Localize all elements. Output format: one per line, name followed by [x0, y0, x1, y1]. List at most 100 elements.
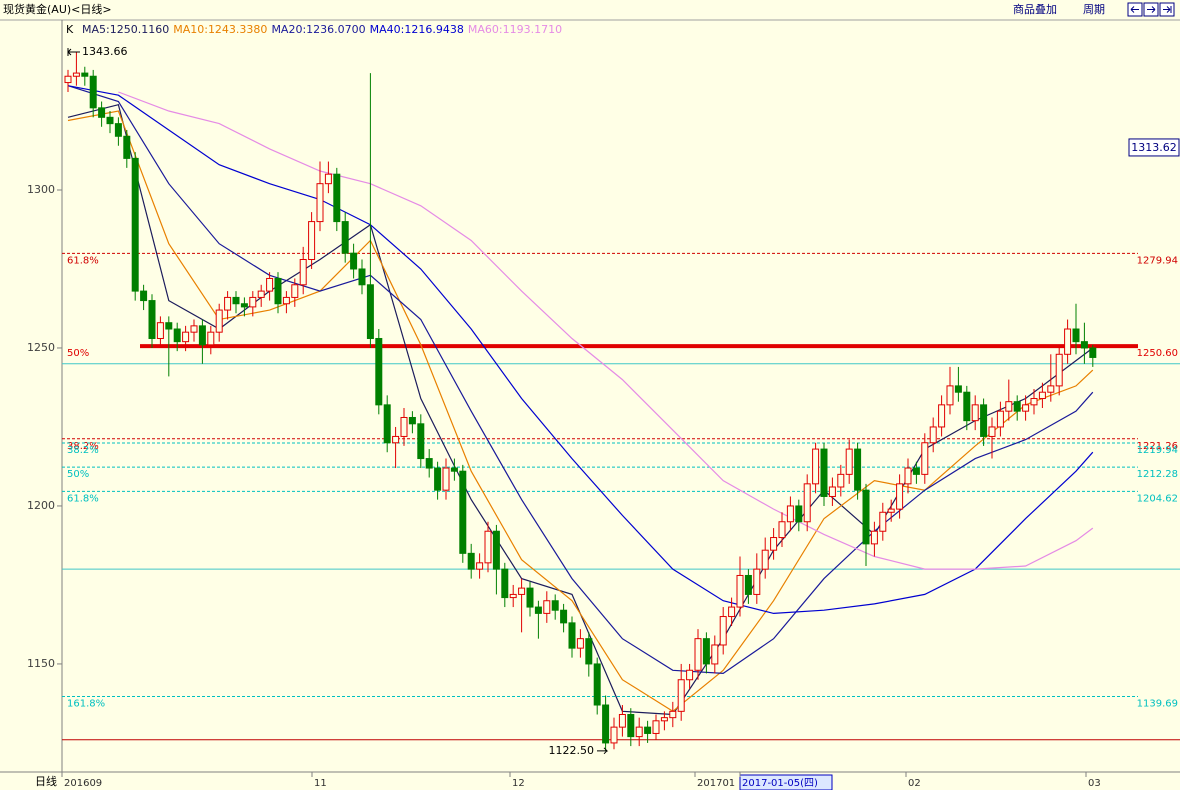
- candle-body: [929, 426, 937, 444]
- candle-body: [383, 404, 391, 444]
- overlay-button[interactable]: 商品叠加: [1013, 2, 1057, 16]
- candle-body: [526, 587, 534, 608]
- candle-body: [333, 173, 341, 223]
- cursor-price-box: [1128, 138, 1180, 157]
- candle-body: [98, 107, 106, 118]
- legend-entry: MA10:1243.3380: [173, 23, 267, 36]
- candle-body: [837, 473, 845, 488]
- candle-body: [660, 717, 668, 722]
- legend-entry: MA20:1236.0700: [271, 23, 365, 36]
- candle-body: [753, 568, 761, 595]
- candle-body: [442, 467, 450, 491]
- candle-body: [358, 268, 366, 286]
- candle-body: [425, 458, 433, 469]
- candle-body: [106, 116, 114, 125]
- nav-buttons: [1127, 2, 1175, 17]
- candle-body: [904, 467, 912, 485]
- candle-body: [484, 530, 492, 564]
- candle-body: [728, 606, 736, 618]
- x-tick-label: 02: [908, 778, 921, 789]
- candle-body: [282, 296, 290, 305]
- candle-body: [677, 679, 685, 712]
- candle-body: [324, 173, 332, 185]
- candle-body: [854, 448, 862, 491]
- candle-body: [1047, 385, 1055, 393]
- candle-body: [350, 252, 358, 270]
- candle-body: [828, 486, 836, 497]
- candle-body: [518, 587, 526, 595]
- candle-body: [879, 511, 887, 532]
- candle-body: [173, 328, 181, 343]
- legend-entry: MA5:1250.1160: [82, 23, 169, 36]
- candle-body: [476, 562, 484, 570]
- candle-body: [686, 669, 694, 681]
- candle-body: [702, 638, 710, 665]
- candle-body: [610, 726, 618, 744]
- reference-value: 1219.94: [1137, 445, 1178, 456]
- candle-body: [509, 593, 517, 599]
- candle-body: [694, 638, 702, 671]
- period-button[interactable]: 周期: [1083, 3, 1105, 16]
- candle-body: [954, 385, 962, 393]
- y-tick-label: 1300: [27, 183, 55, 196]
- reference-percent: 61.8%: [67, 255, 99, 266]
- candle-body: [618, 713, 626, 728]
- candle-body: [652, 720, 660, 734]
- candle-body: [156, 322, 164, 339]
- candle-body: [224, 296, 232, 311]
- reference-value: 1250.60: [1137, 348, 1178, 359]
- candle-body: [778, 521, 786, 539]
- candle-body: [215, 309, 223, 333]
- reference-value: 1279.94: [1137, 255, 1178, 266]
- candle-body: [1005, 401, 1013, 412]
- candle-body: [316, 183, 324, 223]
- candle-body: [551, 600, 559, 611]
- x-tick-label: 12: [512, 778, 525, 789]
- reference-value: 1204.62: [1137, 493, 1178, 504]
- candle-body: [72, 72, 80, 77]
- candle-body: [980, 404, 988, 437]
- annotation-arrow: [67, 48, 80, 57]
- candle-body: [257, 290, 265, 298]
- reference-percent: 38.2%: [67, 445, 99, 456]
- candle-body: [736, 574, 744, 608]
- ma-line: [118, 91, 1094, 570]
- candle-body: [627, 713, 635, 738]
- candle-body: [1013, 401, 1021, 412]
- candle-body: [266, 277, 274, 292]
- candle-body: [400, 416, 408, 437]
- x-tick-label: 201701: [697, 778, 735, 789]
- candle-body: [190, 325, 198, 333]
- candle-body: [492, 530, 500, 570]
- candle-body: [803, 483, 811, 523]
- candle-body: [1030, 398, 1038, 406]
- reference-value: 1221.26: [1137, 441, 1178, 452]
- candle-body: [711, 644, 719, 665]
- candle-body: [459, 470, 467, 554]
- candle-body: [988, 426, 996, 437]
- candle-body: [996, 410, 1004, 428]
- candle-body: [534, 606, 542, 614]
- candle-body: [366, 284, 374, 339]
- candle-body: [1072, 328, 1080, 343]
- candle-body: [862, 489, 870, 545]
- candle-body: [812, 448, 820, 485]
- candle-body: [140, 290, 148, 302]
- legend-entry: MA60:1193.1710: [468, 23, 562, 36]
- candle-body: [375, 337, 383, 406]
- period-label: 日线: [35, 774, 57, 788]
- x-tick-label: 2017-01-05(四): [742, 778, 818, 789]
- candle-body: [644, 726, 652, 734]
- candle-body: [1089, 347, 1097, 358]
- cursor-price: 1313.62: [1131, 141, 1177, 154]
- candle-body: [114, 123, 122, 137]
- candle-body: [501, 568, 509, 599]
- legend-entry: MA40:1216.9438: [370, 23, 464, 36]
- candle-body: [820, 448, 828, 497]
- candle-body: [921, 442, 929, 475]
- candle-body: [274, 277, 282, 305]
- candle-body: [870, 530, 878, 545]
- reference-percent: 50%: [67, 469, 89, 480]
- candle-body: [131, 157, 139, 292]
